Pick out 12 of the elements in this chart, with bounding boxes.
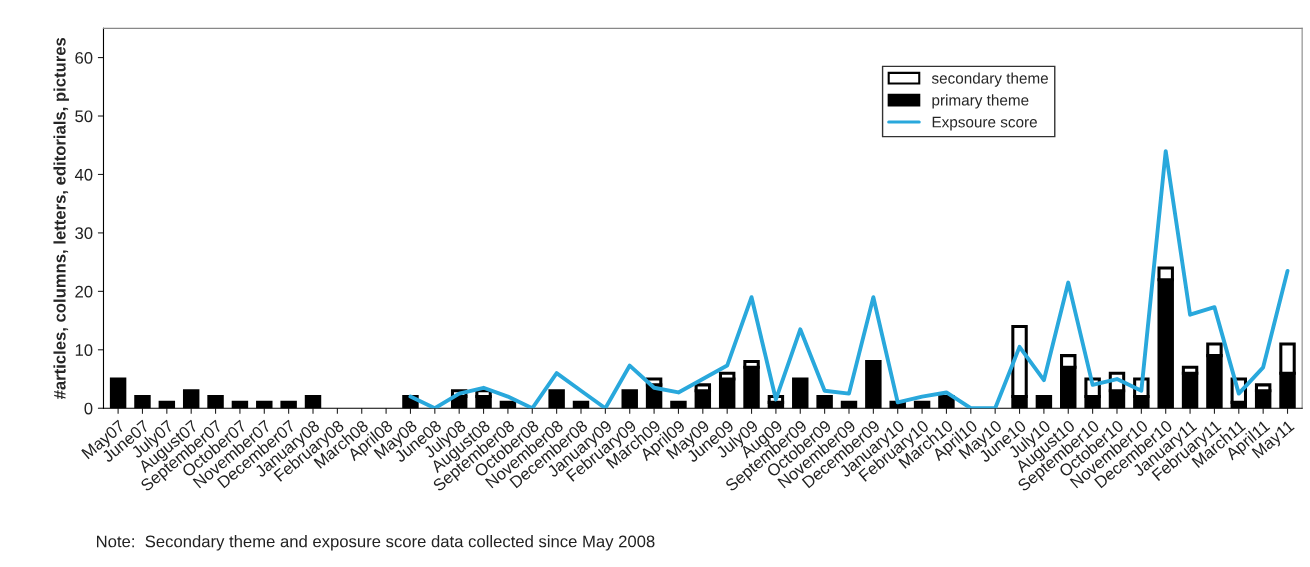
y-tick-label: 40 bbox=[74, 168, 93, 181]
legend-label: Expsoure score bbox=[932, 116, 1037, 131]
y-tick-label: 30 bbox=[75, 227, 93, 240]
y-tick-label: 0 bbox=[84, 402, 93, 415]
text: Note: Secondary theme and exposure score data collected since May 2008 bbox=[97, 535, 655, 551]
y-axis-title: #articles, columns, letters, editorials, pictures bbox=[53, 37, 69, 400]
y-tick-label: 50 bbox=[75, 110, 93, 123]
y-tick-label: 20 bbox=[75, 285, 93, 298]
y-tick-label: 10 bbox=[75, 344, 93, 356]
legend-label: primary theme bbox=[932, 94, 1029, 109]
legend-label: secondary theme bbox=[931, 72, 1048, 87]
y-tick-label: 60 bbox=[75, 51, 93, 64]
